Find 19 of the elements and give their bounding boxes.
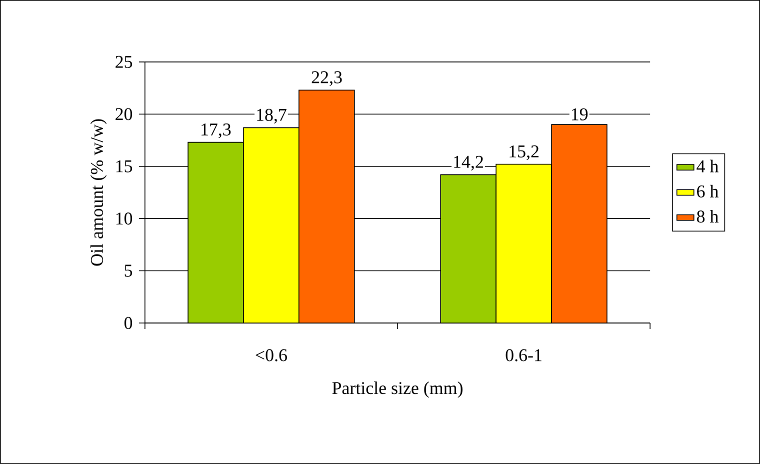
data-label: 18,7 (257, 108, 286, 124)
data-label: 22,3 (312, 71, 342, 86)
data-label: 14,2 (454, 156, 483, 171)
data-label: 15,2 (510, 145, 539, 160)
y-axis-title: Oil amount (% w/w) (90, 119, 107, 266)
y-tick-label: 15 (116, 160, 132, 172)
y-tick-label: 20 (116, 108, 132, 120)
x-axis-title: Particle size (mm) (332, 382, 462, 398)
y-tick-label: 5 (124, 264, 132, 277)
y-tick-label: 0 (124, 316, 132, 330)
y-tick-label: 10 (116, 212, 132, 225)
x-tick-label: <0.6 (256, 349, 287, 362)
legend-label: 8 h (696, 210, 718, 223)
data-label: 17,3 (202, 124, 231, 138)
legend-label: 4 h (696, 160, 718, 172)
legend-label: 6 h (697, 184, 718, 198)
y-tick-label: 25 (116, 56, 132, 68)
data-label: 19 (572, 108, 588, 120)
x-tick-label: 0.6-1 (506, 349, 542, 362)
